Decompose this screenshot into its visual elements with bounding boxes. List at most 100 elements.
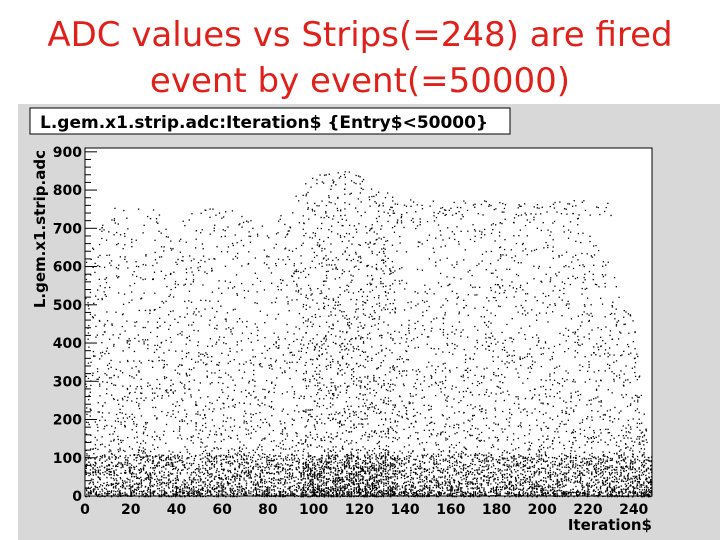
scatter-point [266, 466, 268, 468]
scatter-point [339, 309, 341, 312]
scatter-point [376, 268, 378, 271]
scatter-point [166, 482, 168, 484]
scatter-point [172, 410, 174, 412]
scatter-point [318, 493, 321, 495]
scatter-point [128, 393, 131, 395]
scatter-point [260, 419, 262, 421]
scatter-point [346, 461, 349, 463]
scatter-point [306, 444, 309, 446]
scatter-point [218, 369, 221, 372]
scatter-point [199, 476, 201, 478]
scatter-point [362, 398, 364, 401]
scatter-point [329, 361, 331, 363]
scatter-point [205, 209, 207, 211]
scatter-point [152, 462, 154, 464]
scatter-point [348, 483, 350, 485]
scatter-point [239, 223, 241, 225]
scatter-point [272, 449, 275, 451]
scatter-point [106, 494, 108, 497]
scatter-point [113, 384, 115, 386]
scatter-point [325, 270, 328, 273]
scatter-point [357, 256, 360, 258]
scatter-point [327, 304, 329, 307]
scatter-point [259, 310, 261, 312]
scatter-point [201, 486, 204, 489]
scatter-point [367, 469, 369, 472]
scatter-point [298, 487, 300, 490]
scatter-point [357, 467, 359, 469]
scatter-point [146, 422, 148, 424]
scatter-point [96, 456, 98, 458]
scatter-point [87, 302, 89, 304]
scatter-point [247, 455, 249, 457]
scatter-point [314, 214, 316, 216]
scatter-point [124, 472, 126, 474]
scatter-point [341, 478, 343, 480]
scatter-point [337, 462, 339, 464]
scatter-point [307, 454, 310, 456]
scatter-point [149, 459, 151, 461]
scatter-point [216, 324, 218, 327]
scatter-point [136, 454, 138, 456]
scatter-point [376, 476, 378, 479]
scatter-point [180, 490, 182, 493]
scatter-point [327, 270, 329, 272]
scatter-point [332, 467, 335, 469]
scatter-point [120, 472, 122, 474]
scatter-point [284, 492, 287, 494]
scatter-point [318, 398, 321, 400]
scatter-point [185, 241, 187, 243]
scatter-point [337, 394, 339, 396]
scatter-point [188, 352, 190, 354]
scatter-point [142, 456, 144, 458]
scatter-point [213, 460, 215, 463]
scatter-point [257, 339, 259, 341]
scatter-point [284, 483, 286, 485]
scatter-point [186, 313, 188, 315]
scatter-point [89, 463, 92, 465]
scatter-point [163, 492, 165, 494]
scatter-point [359, 466, 361, 469]
scatter-point [294, 495, 296, 498]
scatter-point [145, 478, 147, 481]
scatter-point [358, 398, 360, 400]
scatter-point [138, 482, 141, 485]
scatter-point [185, 268, 187, 270]
scatter-point [152, 456, 154, 458]
scatter-point [366, 479, 368, 481]
scatter-point [133, 473, 135, 475]
scatter-point [305, 409, 307, 411]
scatter-point [101, 454, 104, 457]
scatter-point [264, 481, 266, 483]
scatter-point [138, 309, 140, 312]
scatter-point [328, 489, 330, 491]
scatter-point [349, 327, 351, 329]
scatter-point [113, 490, 115, 492]
scatter-point [126, 320, 128, 322]
scatter-point [326, 407, 328, 410]
scatter-point [293, 410, 296, 412]
scatter-point [97, 380, 99, 383]
scatter-point [175, 261, 177, 263]
scatter-point [191, 324, 193, 326]
scatter-point [192, 481, 194, 483]
scatter-point [133, 476, 136, 478]
scatter-point [348, 475, 351, 477]
scatter-point [129, 463, 131, 465]
scatter-point [335, 477, 337, 480]
scatter-point [360, 411, 362, 413]
scatter-point [368, 199, 371, 201]
scatter-point [374, 201, 376, 203]
scatter-point [142, 466, 145, 468]
scatter-point [319, 470, 321, 473]
scatter-point [179, 494, 181, 496]
scatter-point [333, 480, 335, 483]
scatter-point [325, 348, 327, 350]
scatter-point [323, 182, 325, 184]
scatter-point [308, 343, 310, 345]
scatter-point [319, 481, 321, 483]
scatter-point [131, 472, 133, 475]
scatter-point [319, 475, 321, 477]
scatter-point [122, 483, 125, 485]
scatter-point [307, 465, 309, 468]
